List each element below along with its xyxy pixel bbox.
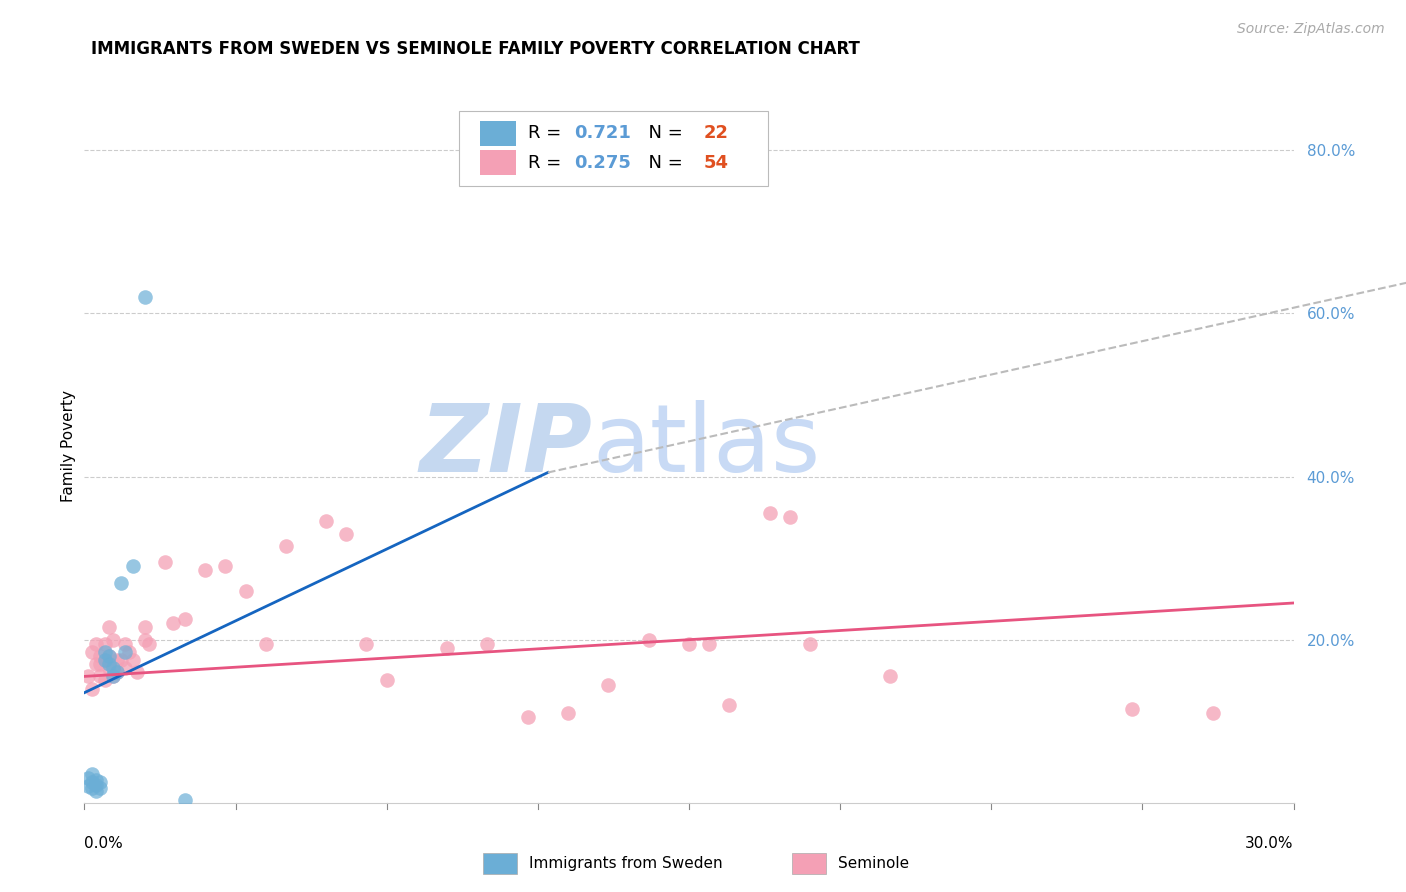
Point [335,526,357,541]
Point [97,657,120,672]
Text: R =: R = [529,124,567,142]
Point [89,648,111,663]
Point [86,657,108,672]
Point [697,637,720,651]
FancyBboxPatch shape [479,151,516,176]
Point [77,772,100,786]
Point [89,669,111,683]
Point [77,669,100,683]
Point [89,657,111,672]
Point [93,653,115,667]
Point [138,637,160,651]
Point [93,653,115,667]
Point [235,583,257,598]
Text: 54: 54 [703,154,728,172]
FancyBboxPatch shape [460,111,768,186]
Point [110,575,132,590]
Point [637,632,659,647]
Point [82,767,104,781]
Point [101,669,124,683]
Point [86,783,108,797]
Point [105,665,128,680]
Point [114,645,136,659]
Point [1121,702,1143,716]
Point [82,775,104,789]
Point [118,645,141,659]
Point [779,510,801,524]
Text: Seminole: Seminole [838,856,908,871]
Point [315,515,337,529]
Text: 0.0%: 0.0% [84,836,124,851]
Point [105,653,128,667]
Point [89,781,111,796]
Point [718,698,741,712]
Point [375,673,398,688]
Point [82,645,104,659]
Text: Source: ZipAtlas.com: Source: ZipAtlas.com [1237,22,1385,37]
Point [86,772,108,787]
Point [436,640,458,655]
Point [105,665,128,680]
Point [214,559,236,574]
Point [93,673,115,688]
FancyBboxPatch shape [792,853,825,874]
FancyBboxPatch shape [479,120,516,145]
Point [598,677,620,691]
Point [194,563,217,577]
Text: R =: R = [529,154,567,172]
Point [1202,706,1225,720]
Point [86,778,108,792]
Text: 0.721: 0.721 [574,124,631,142]
Text: IMMIGRANTS FROM SWEDEN VS SEMINOLE FAMILY POVERTY CORRELATION CHART: IMMIGRANTS FROM SWEDEN VS SEMINOLE FAMIL… [91,40,860,58]
Point [174,793,197,807]
Point [254,637,277,651]
Point [101,661,124,675]
Point [110,653,132,667]
Point [356,637,378,651]
Point [162,616,184,631]
Point [97,648,120,663]
Text: 22: 22 [703,124,728,142]
Point [134,620,156,634]
Text: Immigrants from Sweden: Immigrants from Sweden [529,856,723,871]
Point [879,669,901,683]
Point [97,661,120,675]
Point [153,555,176,569]
Point [89,775,111,789]
Y-axis label: Family Poverty: Family Poverty [60,390,76,502]
Point [799,637,821,651]
Point [86,637,108,651]
Text: atlas: atlas [592,400,821,492]
Text: 30.0%: 30.0% [1246,836,1294,851]
Point [134,290,156,304]
Point [82,681,104,696]
Point [516,710,538,724]
Point [82,781,104,796]
Text: N =: N = [637,124,689,142]
Point [134,632,156,647]
Point [97,620,120,634]
FancyBboxPatch shape [484,853,517,874]
Point [125,665,148,680]
Point [114,661,136,675]
Point [758,506,780,520]
Point [557,706,579,720]
Point [121,653,143,667]
Point [114,637,136,651]
Point [678,637,700,651]
Point [77,780,100,794]
Point [174,612,197,626]
Text: N =: N = [637,154,689,172]
Point [274,539,297,553]
Point [477,637,499,651]
Point [93,645,115,659]
Point [101,632,124,647]
Text: ZIP: ZIP [419,400,592,492]
Point [97,648,120,663]
Text: 0.275: 0.275 [574,154,631,172]
Point [121,559,143,574]
Point [101,669,124,683]
Point [93,637,115,651]
